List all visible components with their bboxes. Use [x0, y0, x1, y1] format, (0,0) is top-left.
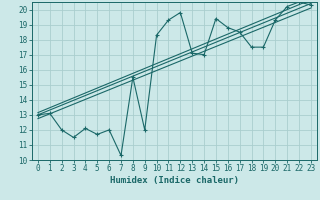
X-axis label: Humidex (Indice chaleur): Humidex (Indice chaleur) — [110, 176, 239, 185]
